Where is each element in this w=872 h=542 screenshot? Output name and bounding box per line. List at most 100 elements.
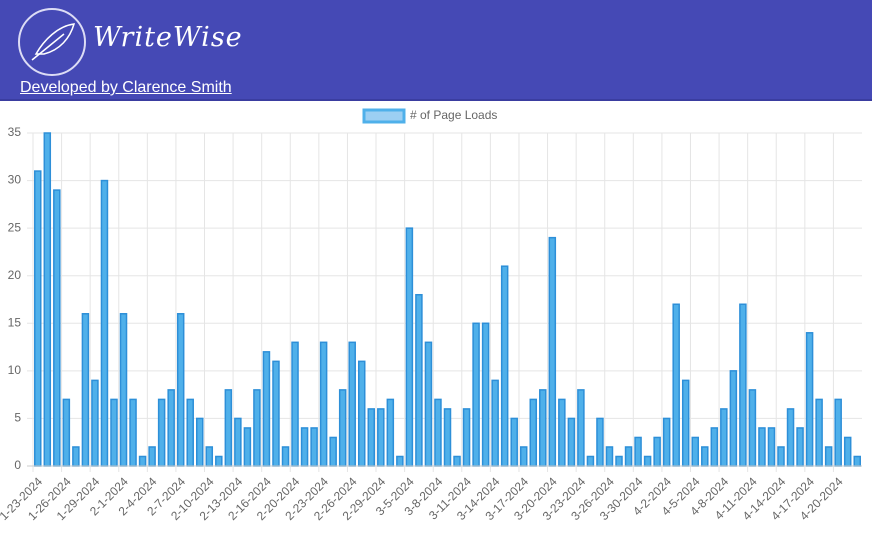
bar <box>653 436 661 467</box>
y-tick-label: 35 <box>8 125 22 139</box>
bar <box>338 389 347 467</box>
bar <box>596 417 604 467</box>
bar <box>729 370 738 467</box>
bar <box>558 398 566 467</box>
bar <box>262 351 271 467</box>
bar <box>281 446 290 467</box>
bar <box>234 417 242 467</box>
bar <box>377 408 385 467</box>
bar <box>224 389 233 467</box>
bar <box>634 436 642 467</box>
y-tick-label: 30 <box>8 173 22 187</box>
bar <box>53 189 61 467</box>
bar <box>605 446 614 467</box>
bar <box>758 427 766 467</box>
logo <box>18 8 86 76</box>
header: WriteWise Developed by Clarence Smith <box>0 0 872 101</box>
bar <box>748 389 757 467</box>
y-tick-label: 20 <box>8 268 22 282</box>
bar <box>529 398 538 467</box>
legend-label: # of Page Loads <box>410 108 497 122</box>
bar <box>815 398 823 467</box>
bar <box>615 455 623 467</box>
legend-swatch <box>362 108 406 124</box>
bar <box>567 417 576 467</box>
bar <box>176 313 185 467</box>
bar <box>424 341 433 467</box>
bar <box>624 446 633 467</box>
bar <box>43 132 52 467</box>
bar <box>81 313 90 467</box>
bar <box>357 360 366 467</box>
bar <box>691 436 699 467</box>
bar <box>672 303 680 467</box>
bar <box>834 398 842 467</box>
bar <box>348 341 356 467</box>
bar <box>491 379 499 467</box>
bar <box>434 398 442 467</box>
bar <box>205 446 214 467</box>
bar <box>443 408 452 467</box>
app-title: WriteWise <box>93 22 243 53</box>
bar <box>157 398 166 467</box>
bar <box>510 417 518 467</box>
y-tick-label: 10 <box>8 363 22 377</box>
bar <box>148 446 156 467</box>
bar <box>129 398 137 467</box>
bar <box>386 398 395 467</box>
y-tick-label: 0 <box>14 458 21 472</box>
bar <box>777 446 785 467</box>
bar <box>186 398 194 467</box>
bar <box>548 236 557 467</box>
bar <box>300 427 309 467</box>
bar <box>272 360 280 467</box>
bar <box>824 446 833 467</box>
bar <box>72 446 80 467</box>
bar <box>110 398 118 467</box>
bar <box>643 455 652 467</box>
bar <box>767 427 776 467</box>
y-tick-label: 5 <box>14 411 21 425</box>
bar <box>119 313 128 467</box>
bar <box>805 332 814 467</box>
bar <box>415 293 423 467</box>
bar <box>310 427 318 467</box>
bar <box>329 436 337 467</box>
bar <box>138 455 147 467</box>
y-tick-label: 15 <box>8 315 22 329</box>
bar <box>519 446 528 467</box>
y-tick-label: 25 <box>8 220 22 234</box>
bar <box>739 303 747 467</box>
bar <box>720 408 728 467</box>
bar <box>62 398 71 467</box>
bar <box>215 455 223 467</box>
bar <box>367 408 376 467</box>
bar <box>405 227 414 467</box>
bar <box>196 417 204 467</box>
bar <box>462 408 471 467</box>
bar <box>701 446 709 467</box>
developer-link[interactable]: Developed by Clarence Smith <box>20 79 232 96</box>
bar <box>786 408 795 467</box>
bar <box>500 265 509 467</box>
bar <box>577 389 585 467</box>
bar <box>396 455 404 467</box>
bar <box>34 170 42 467</box>
bar <box>681 379 690 467</box>
bar <box>453 455 461 467</box>
bar <box>100 179 109 467</box>
bar <box>843 436 852 467</box>
bar <box>662 417 671 467</box>
bar <box>472 322 480 467</box>
bar <box>796 427 804 467</box>
bar <box>253 389 261 467</box>
bar <box>481 322 490 467</box>
bar <box>291 341 299 467</box>
bar <box>319 341 328 467</box>
bar <box>167 389 175 467</box>
bar <box>243 427 252 467</box>
bar <box>586 455 595 467</box>
bar <box>539 389 547 467</box>
